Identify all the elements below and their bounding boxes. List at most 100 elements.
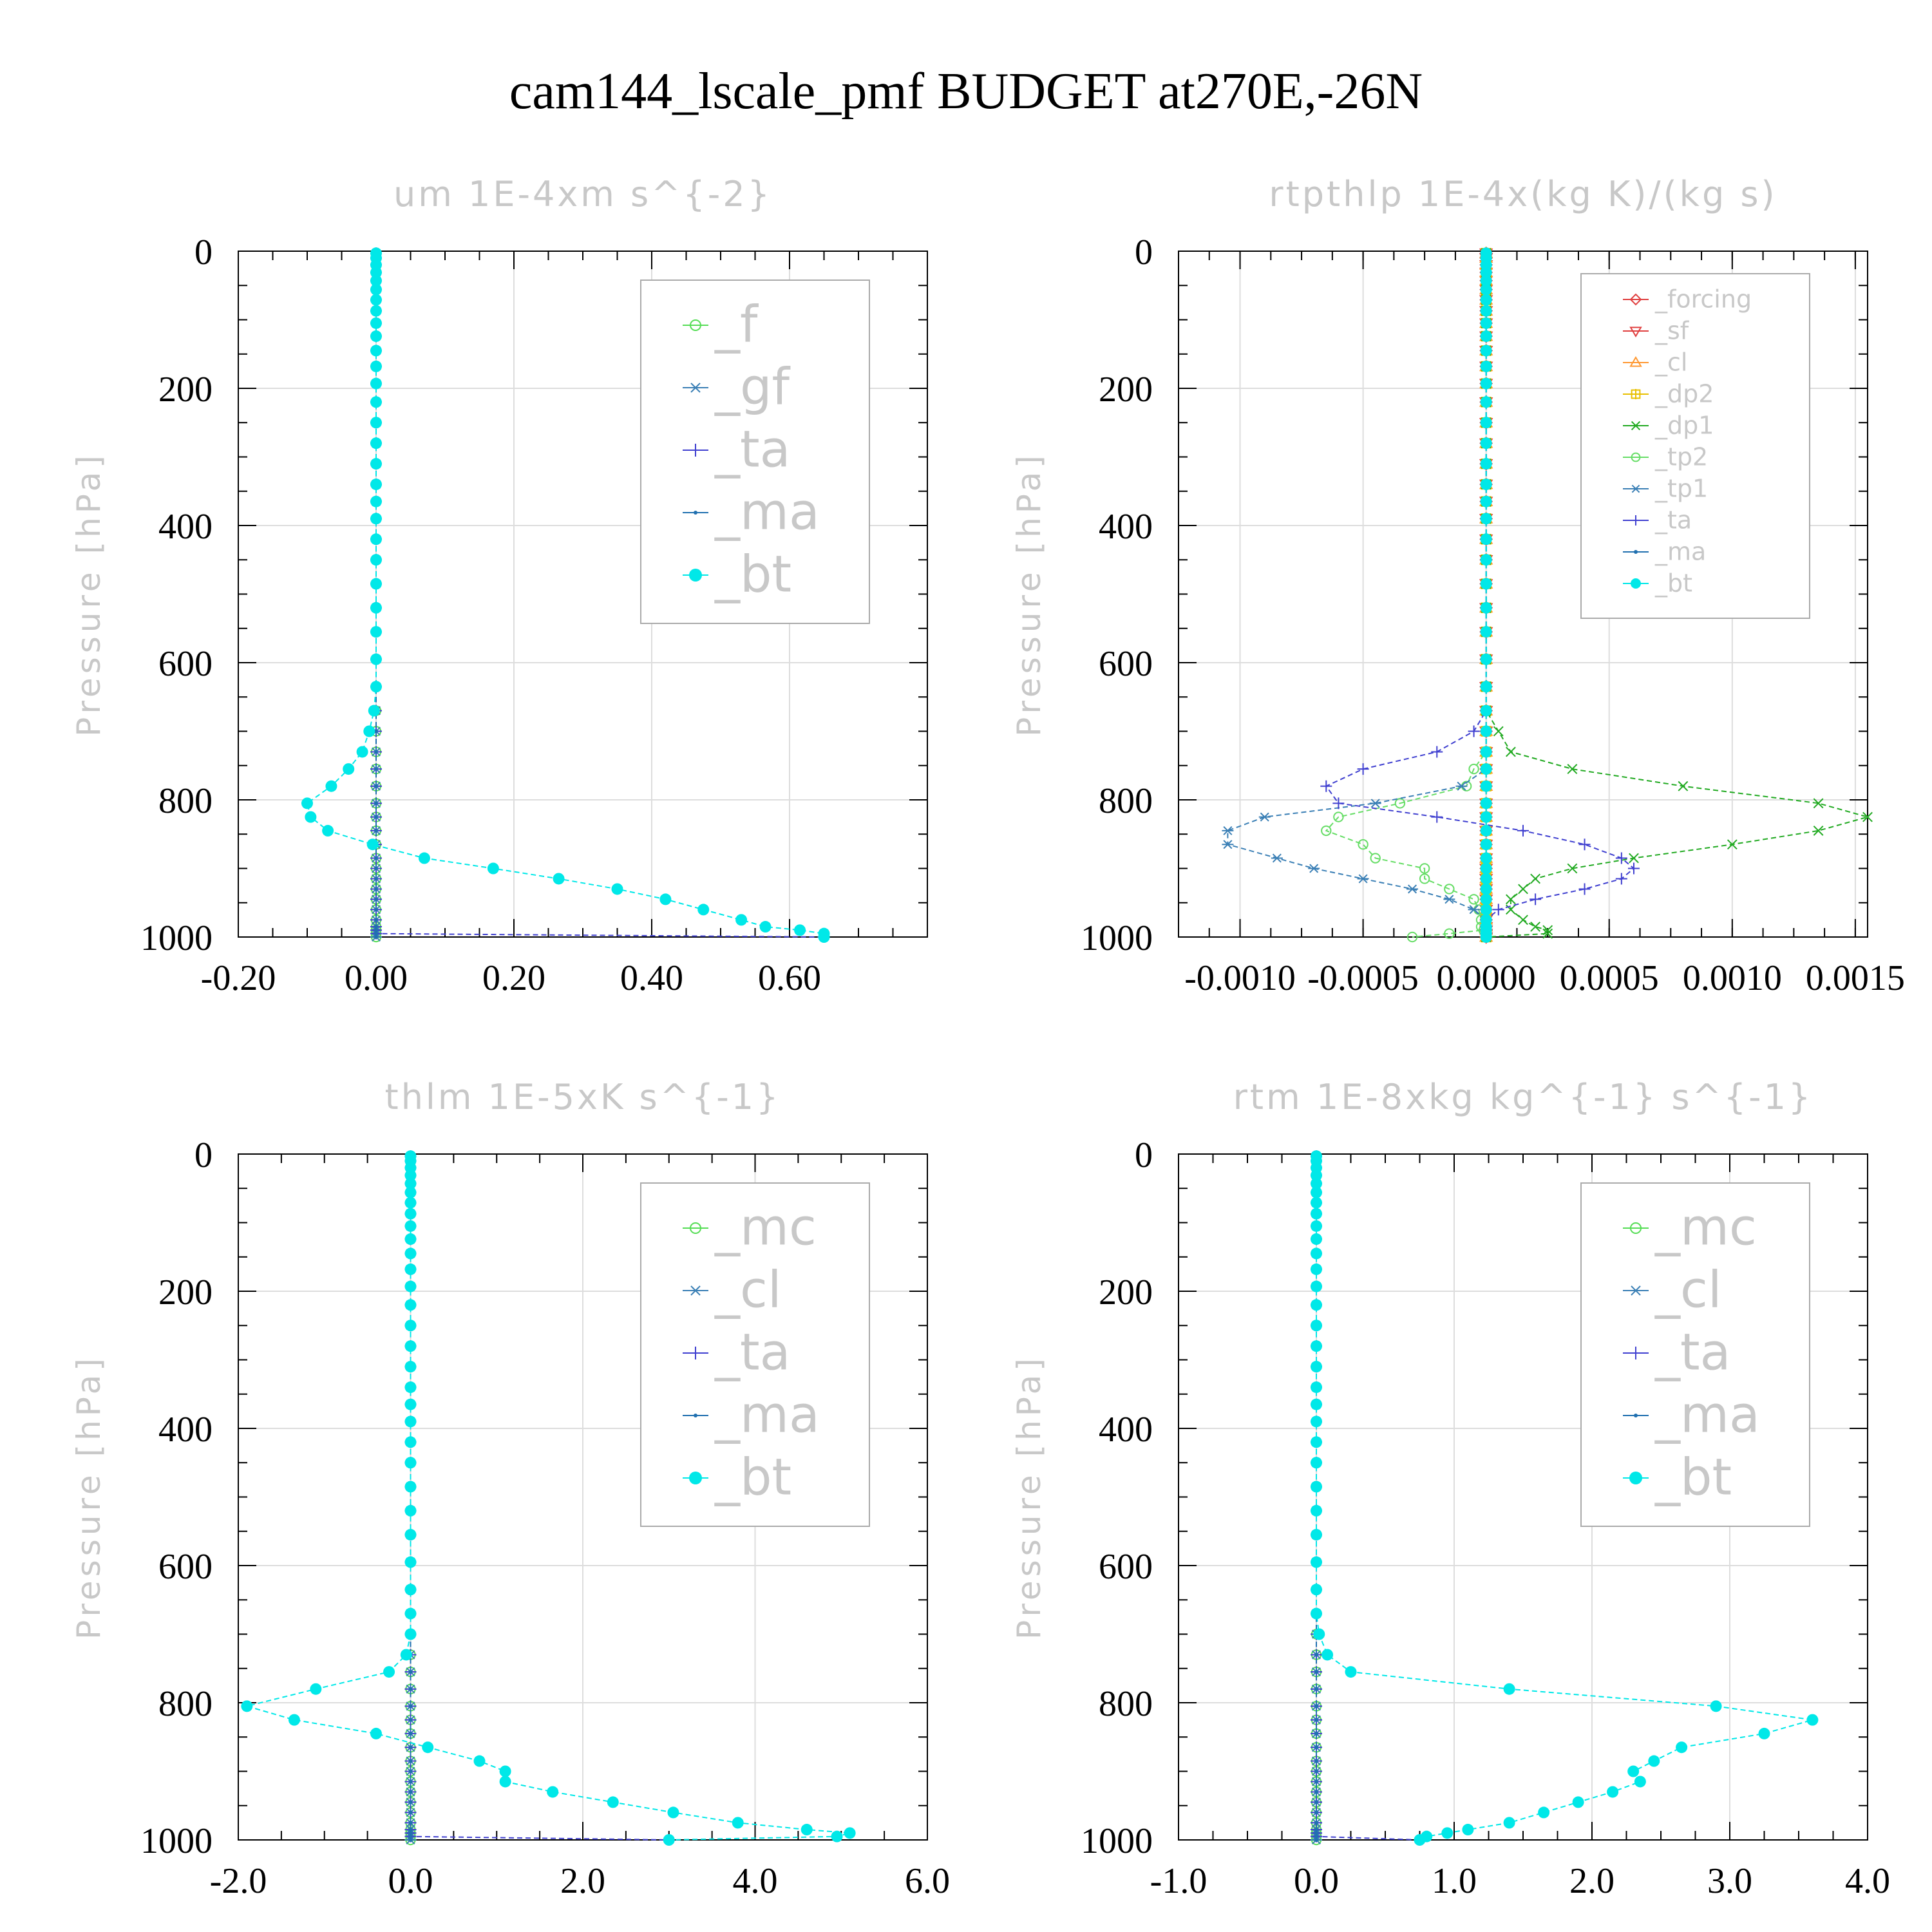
- data-point: [408, 1769, 413, 1774]
- data-point: [1311, 1436, 1322, 1448]
- data-point: [1468, 905, 1480, 914]
- data-point: [301, 797, 313, 810]
- data-point: [1678, 781, 1689, 791]
- data-point: [1530, 873, 1541, 884]
- data-point: [408, 1828, 413, 1832]
- data-point: [1314, 1790, 1318, 1794]
- data-point: [404, 1170, 417, 1182]
- data-point: [1314, 1759, 1318, 1763]
- data-point: [408, 1731, 413, 1736]
- data-point: [408, 1779, 413, 1784]
- x-tick-label: -1.0: [1150, 1861, 1208, 1901]
- data-point: [1480, 824, 1492, 837]
- data-point: [404, 1320, 417, 1332]
- legend-marker: [1630, 1222, 1642, 1234]
- data-point: [404, 1220, 417, 1232]
- x-tick-label: 0.00: [345, 958, 408, 998]
- data-point: [1311, 1481, 1322, 1493]
- data-point: [404, 1436, 417, 1448]
- legend-label: _gf: [714, 359, 791, 417]
- y-tick-label: 200: [158, 370, 213, 410]
- data-point: [1314, 1745, 1318, 1750]
- data-point: [374, 729, 378, 734]
- data-point: [1480, 797, 1492, 810]
- data-point: [310, 1683, 322, 1695]
- data-point: [844, 1827, 856, 1839]
- data-point: [1480, 601, 1492, 614]
- data-point: [374, 907, 378, 912]
- data-point: [404, 1628, 417, 1640]
- data-point: [1567, 863, 1578, 874]
- legend-marker: [1629, 1347, 1642, 1359]
- legend-marker: [1631, 421, 1641, 431]
- data-point: [1578, 838, 1591, 851]
- data-point: [1311, 1504, 1322, 1517]
- data-point: [1493, 726, 1504, 737]
- y-tick-label: 400: [158, 1410, 213, 1450]
- data-point: [1321, 1649, 1334, 1661]
- y-tick-label: 1000: [140, 918, 213, 958]
- data-point: [1492, 904, 1504, 916]
- data-point: [374, 784, 378, 788]
- data-point: [553, 873, 565, 885]
- legend-label: _bt: [1654, 569, 1692, 598]
- data-point: [370, 317, 382, 329]
- data-point: [1314, 1800, 1318, 1804]
- data-point: [1727, 839, 1738, 850]
- data-point: [370, 345, 382, 357]
- data-point: [1258, 812, 1271, 822]
- legend-box: [640, 279, 870, 624]
- data-point: [374, 897, 378, 902]
- y-tick-label: 200: [1099, 370, 1153, 410]
- data-point: [1311, 1197, 1322, 1209]
- data-point: [404, 1529, 417, 1541]
- legend-marker: [689, 569, 702, 582]
- data-point: [1314, 1779, 1318, 1784]
- data-point: [404, 1416, 417, 1428]
- legend-marker: [1631, 452, 1641, 462]
- data-point: [1813, 826, 1824, 836]
- data-point: [1314, 1653, 1318, 1657]
- legend-label: _ta: [1654, 1324, 1730, 1382]
- legend-marker: [1629, 1285, 1642, 1296]
- data-point: [1314, 1670, 1318, 1674]
- data-point: [408, 1831, 413, 1835]
- data-point: [404, 1233, 417, 1245]
- data-point: [1311, 1529, 1322, 1541]
- legend-label: _cl: [1654, 348, 1687, 377]
- legend-label: _cl: [714, 1262, 782, 1320]
- y-tick-label: 400: [1099, 1410, 1153, 1450]
- data-point: [759, 921, 772, 933]
- data-point: [1314, 1831, 1318, 1835]
- data-point: [404, 1263, 417, 1275]
- legend-label: _bt: [714, 546, 791, 604]
- legend-label: _ta: [714, 421, 790, 479]
- data-point: [404, 1177, 417, 1189]
- data-point: [1480, 852, 1492, 864]
- data-point: [404, 1186, 417, 1198]
- data-point: [1406, 931, 1418, 943]
- legend-marker: [1631, 578, 1641, 589]
- data-point: [1518, 914, 1528, 925]
- data-point: [1311, 1208, 1322, 1220]
- legend-label: _dp1: [1654, 412, 1714, 440]
- data-point: [1441, 1827, 1454, 1839]
- legend: _mc_cl_ta_ma_bt: [640, 1182, 870, 1527]
- data-point: [374, 750, 378, 754]
- x-tick-label: 0.0010: [1683, 958, 1782, 998]
- data-point: [374, 935, 378, 939]
- data-point: [1480, 904, 1492, 916]
- data-point: [404, 1607, 417, 1620]
- data-point: [374, 856, 378, 860]
- legend-label: _mc: [714, 1199, 817, 1257]
- y-tick-label: 600: [1099, 644, 1153, 684]
- y-tick-label: 0: [194, 1135, 213, 1175]
- data-point: [1480, 274, 1492, 287]
- data-point: [1505, 746, 1516, 757]
- series-line: [410, 1156, 669, 1841]
- panel-title: thlm 1E-5xK s^{-1}: [385, 1077, 781, 1117]
- data-point: [1311, 1186, 1322, 1198]
- legend-label: _ta: [1654, 506, 1692, 535]
- data-point: [735, 914, 748, 926]
